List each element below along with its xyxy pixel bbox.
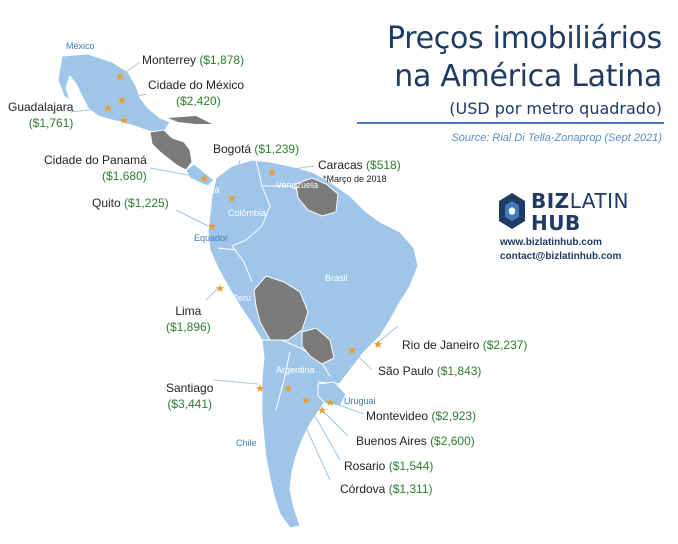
logo-hub: HUB bbox=[531, 211, 581, 235]
country-label-colombia: Colômbia bbox=[228, 208, 267, 218]
website-link[interactable]: www.bizlatinhub.com bbox=[500, 237, 602, 248]
city-label-bogota: Bogotá ($1,239) bbox=[213, 142, 300, 156]
city-label-montevideo: Montevideo ($2,923) bbox=[366, 409, 477, 423]
central-america-shape bbox=[149, 129, 193, 171]
bolivia-shape bbox=[253, 275, 309, 341]
country-label-peru: Peru bbox=[232, 293, 252, 303]
logo-wordmark: BIZLATIN HUB bbox=[531, 191, 629, 233]
country-label-venezuela: Venezuela bbox=[276, 180, 319, 190]
city-label-sao-paulo: São Paulo ($1,843) bbox=[378, 364, 482, 378]
marker-cidade-do-panama: ★ bbox=[199, 172, 209, 185]
mexico-shape bbox=[57, 53, 171, 133]
marker-quito: ★ bbox=[207, 220, 217, 233]
email-link[interactable]: contact@bizlatinhub.com bbox=[500, 251, 622, 262]
marker-bogota: ★ bbox=[227, 192, 237, 205]
marker-santiago: ★ bbox=[255, 382, 265, 395]
marker-caracas: ★ bbox=[267, 166, 277, 179]
country-label-ecuador: Equador bbox=[194, 233, 229, 243]
cuba-shape bbox=[168, 116, 212, 124]
marker-monterrey: ★ bbox=[115, 70, 125, 83]
marker-rio-de-janeiro: ★ bbox=[373, 338, 383, 351]
city-label-santiago: Santiago ($3,441) bbox=[166, 381, 214, 411]
marker-extra-mexico: ★ bbox=[119, 114, 129, 127]
city-label-lima: Lima ($1,896) bbox=[166, 304, 211, 334]
country-label-panama: Panamá bbox=[186, 185, 220, 195]
bizlatinhub-logo: BIZLATIN HUB bbox=[497, 191, 647, 233]
marker-cordova: ★ bbox=[283, 382, 293, 395]
subtitle: (USD por metro quadrado) bbox=[449, 99, 662, 118]
city-label-rio-de-janeiro: Rio de Janeiro ($2,237) bbox=[402, 338, 528, 352]
panama-shape bbox=[185, 163, 215, 187]
country-label-brasil: Brasil bbox=[325, 273, 348, 283]
city-label-cidade-do-panama: Cidade do Panamá ($1,680) bbox=[44, 153, 147, 183]
title-line-2: na América Latina bbox=[394, 59, 662, 94]
city-label-cordova: Córdova ($1,311) bbox=[340, 482, 433, 496]
marker-lima: ★ bbox=[215, 282, 225, 295]
title-divider bbox=[357, 122, 664, 124]
logo-biz: BIZ bbox=[531, 189, 570, 213]
city-label-quito: Quito ($1,225) bbox=[92, 196, 169, 210]
marker-cidade-do-mexico: ★ bbox=[117, 94, 127, 107]
title-line-1: Preços imobiliários bbox=[386, 21, 662, 56]
source-note: Source: Rial Di Tella-Zonaprop (Sept 202… bbox=[451, 132, 662, 144]
leader-lines bbox=[69, 61, 399, 481]
city-label-monterrey: Monterrey ($1,878) bbox=[142, 53, 245, 67]
city-label-guadalajara: Guadalajara ($1,761) bbox=[8, 100, 74, 130]
city-markers: ★ ★ ★ ★ ★ ★ ★ ★ ★ ★ ★ ★ ★ ★ ★ ★ bbox=[103, 70, 383, 417]
marker-montevideo: ★ bbox=[325, 396, 335, 409]
logo-latin: LATIN bbox=[569, 189, 629, 213]
country-label-uruguai: Uruguai bbox=[344, 396, 376, 406]
city-label-buenos-aires: Buenos Aires ($2,600) bbox=[356, 434, 475, 448]
paraguay-shape bbox=[301, 327, 335, 365]
city-label-rosario: Rosario ($1,544) bbox=[344, 459, 434, 473]
guianas-shape bbox=[295, 177, 339, 217]
city-label-cidade-do-mexico: Cidade do México ($2,420) bbox=[148, 78, 245, 108]
city-label-caracas: Caracas ($518) bbox=[318, 158, 401, 172]
note-caracas-date: *Março de 2018 bbox=[323, 174, 387, 184]
country-label-mexico: México bbox=[66, 41, 95, 51]
marker-guadalajara: ★ bbox=[103, 102, 113, 115]
marker-buenos-aires: ★ bbox=[317, 404, 327, 417]
contact-block: www.bizlatinhub.com contact@bizlatinhub.… bbox=[500, 236, 621, 264]
marker-rosario: ★ bbox=[301, 394, 311, 407]
logo-mark-icon bbox=[499, 193, 525, 229]
title-block: Preços imobiliários na América Latina (U… bbox=[387, 20, 662, 118]
country-label-argentina: Argentina bbox=[276, 365, 315, 375]
marker-sao-paulo: ★ bbox=[347, 344, 357, 357]
country-label-chile: Chile bbox=[236, 438, 257, 448]
